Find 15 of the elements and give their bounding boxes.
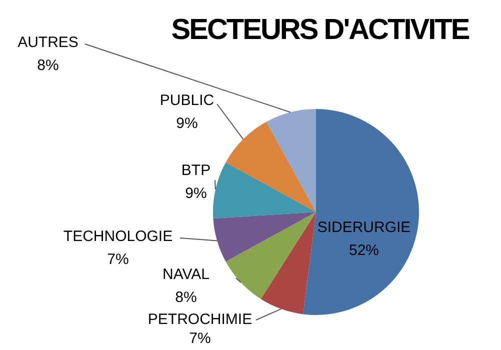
slice-label: AUTRES (18, 34, 78, 52)
slice-label: PUBLIC (160, 92, 214, 110)
data-label: 52% (348, 242, 380, 260)
slice-label: BTP (181, 162, 211, 180)
data-label: 7% (189, 330, 211, 348)
data-label: 8% (37, 57, 59, 74)
data-label: 8% (175, 289, 197, 306)
slice-label: NAVAL (162, 266, 210, 284)
slice-label: TECHNOLOGIE (63, 228, 173, 246)
chart-title: SECTEURS D'ACTIVITE (170, 14, 470, 47)
data-label: 7% (107, 251, 129, 268)
data-label: 9% (176, 115, 198, 132)
data-label: 9% (185, 185, 207, 202)
slice-label: SIDERURGIE (317, 219, 411, 236)
slice-label: PETROCHIMIE (148, 311, 252, 328)
